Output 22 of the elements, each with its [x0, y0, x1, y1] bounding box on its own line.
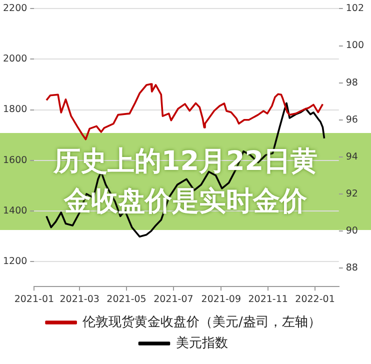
y2-tick-label: 94 — [346, 151, 358, 162]
y2-tick-label: 98 — [346, 77, 358, 88]
legend-label: 伦敦现货黄金收盘价（美元/盎司，左轴） — [82, 314, 321, 330]
legend-label: 美元指数 — [176, 334, 228, 351]
y-tick-label: 1400 — [2, 205, 28, 216]
y-tick-label: 1600 — [2, 154, 28, 166]
x-tick-label: 2021-11 — [248, 294, 288, 305]
y2-tick-label: 102 — [346, 3, 364, 14]
x-tick-label: 2021-09 — [201, 294, 241, 305]
x-tick-label: 2022-01 — [295, 294, 335, 305]
y2-tick-label: 96 — [346, 114, 358, 126]
x-tick-label: 2021-07 — [154, 294, 194, 305]
y2-tick-label: 100 — [346, 40, 364, 52]
y-tick-label: 2200 — [2, 3, 28, 14]
y-tick-label: 1200 — [2, 256, 28, 267]
y-tick-label: 2000 — [2, 54, 28, 65]
y2-tick-label: 92 — [346, 188, 358, 200]
y2-tick-label: 88 — [346, 262, 358, 274]
y-tick-label: 1800 — [2, 104, 28, 116]
x-tick-label: 2021-05 — [106, 294, 146, 305]
x-tick-label: 2021-03 — [60, 294, 100, 305]
x-tick-label: 2021-01 — [14, 294, 54, 305]
